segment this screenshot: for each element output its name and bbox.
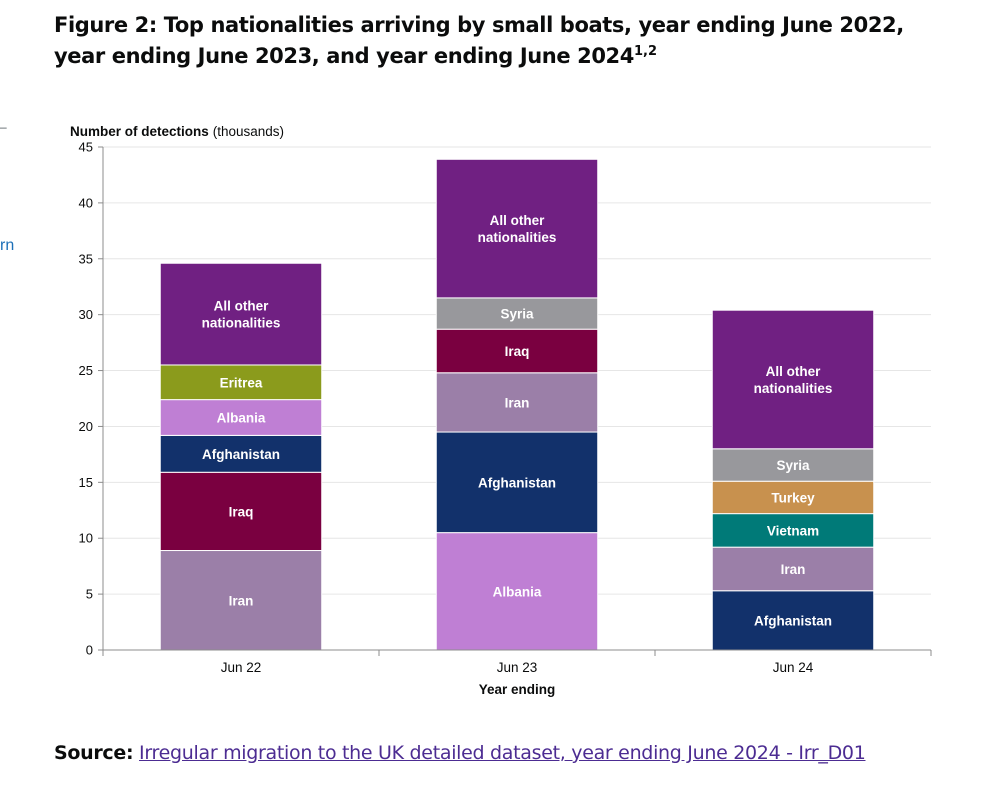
bar-segment-albania[interactable] [159, 399, 323, 436]
bar-segment-afghanistan[interactable] [159, 434, 323, 473]
bar-segment-vietnam[interactable] [711, 513, 875, 548]
chart-title-text: Figure 2: Top nationalities arriving by … [54, 13, 904, 68]
stacked-bar-chart: Number of detections (thousands) Iran Iraq… [70, 124, 932, 697]
y-tick-label: 35 [79, 251, 93, 266]
x-axis-title: Year ending [479, 682, 556, 697]
bar-segment-all-other-nationalities[interactable] [435, 158, 599, 299]
y-tick-label: 10 [79, 531, 93, 546]
y-tick-label: 40 [79, 195, 93, 210]
segment-label: Vietnam [767, 523, 819, 538]
bars: Iran Iraq Afghanistan Albania Eritrea All oth… [159, 158, 875, 651]
segment-label: Albania [217, 411, 266, 426]
segment-label: All other nationalities [754, 364, 833, 396]
y-axis-label: Number of detections [70, 124, 209, 139]
segment-label: Iraq [505, 344, 530, 359]
y-tick-label: 5 [86, 587, 93, 602]
bar-segment-afghanistan[interactable] [711, 590, 875, 651]
axes: 0 5 10 15 20 25 30 35 40 45 Jun 22 Jun 23 Jun 24 [79, 140, 932, 675]
x-tick-label: Jun 23 [497, 660, 538, 675]
source-label: Source: [54, 742, 134, 764]
y-axis-title: Number of detections (thousands) [70, 124, 284, 139]
segment-label: All other nationalities [202, 299, 281, 331]
bar-segment-iraq[interactable] [435, 328, 599, 374]
bar-segment-iraq[interactable] [159, 471, 323, 552]
x-tick-label: Jun 24 [773, 660, 814, 675]
source-line: Source: Irregular migration to the UK de… [54, 738, 866, 768]
bar-segment-eritrea[interactable] [159, 364, 323, 401]
title-footnote-marker[interactable]: 1,2 [633, 44, 657, 59]
y-tick-label: 30 [79, 307, 93, 322]
bar-segment-all-other-nationalities[interactable] [159, 262, 323, 366]
segment-label: Syria [776, 458, 810, 473]
bar-segment-albania[interactable] [435, 532, 599, 651]
bar-segment-afghanistan[interactable] [435, 431, 599, 534]
y-tick-label: 20 [79, 419, 93, 434]
chart-title: Figure 2: Top nationalities arriving by … [54, 10, 954, 72]
segment-label: Syria [500, 307, 534, 322]
source-link[interactable]: Irregular migration to the UK detailed d… [139, 742, 866, 764]
bar-segment-syria[interactable] [711, 448, 875, 482]
bar-segment-turkey[interactable] [711, 480, 875, 515]
x-tick-label: Jun 22 [221, 660, 262, 675]
y-tick-label: 25 [79, 363, 93, 378]
segment-label: Turkey [771, 490, 815, 505]
segment-label: Iran [229, 593, 254, 608]
segment-label: Iran [505, 395, 530, 410]
segment-label: Afghanistan [478, 475, 556, 490]
segment-label: Albania [493, 584, 542, 599]
y-tick-label: 0 [86, 643, 93, 658]
segment-label: Afghanistan [754, 613, 832, 628]
segment-label: Afghanistan [202, 447, 280, 462]
segment-label: Iran [781, 562, 806, 577]
left-margin-dash: – [0, 120, 7, 134]
bar-segment-all-other-nationalities[interactable] [711, 309, 875, 450]
segment-label: Eritrea [220, 375, 263, 390]
y-tick-label: 15 [79, 475, 93, 490]
segment-label: All other nationalities [478, 213, 557, 245]
y-tick-label: 45 [79, 140, 93, 155]
y-axis-unit: (thousands) [213, 124, 284, 139]
segment-label: Iraq [229, 504, 254, 519]
left-margin-link-fragment[interactable]: rn [0, 237, 15, 254]
